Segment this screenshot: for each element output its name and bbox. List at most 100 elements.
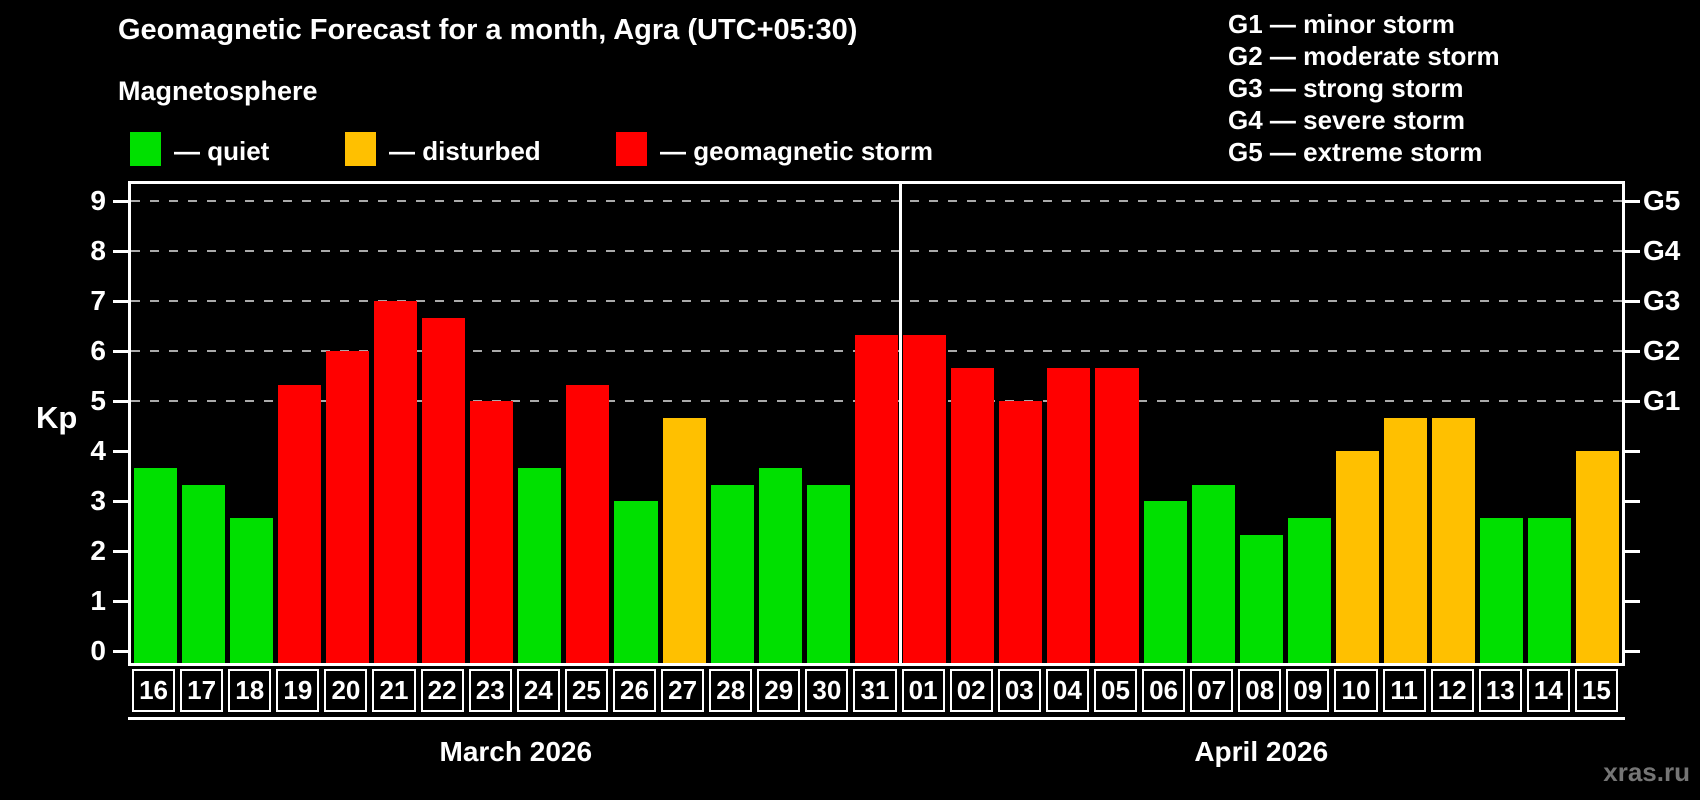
kp-bar-18 xyxy=(229,517,273,663)
kp-tick-right-6 xyxy=(1625,349,1640,353)
kp-tick-label-1: 1 xyxy=(90,585,106,616)
kp-tick-left-5 xyxy=(113,399,128,403)
date-box-28: 28 xyxy=(709,669,753,712)
kp-tick-left-8 xyxy=(113,249,128,253)
date-box-30: 30 xyxy=(805,669,849,712)
g-axis-label-g4: G4 xyxy=(1643,235,1681,266)
kp-tick-left-9 xyxy=(113,199,128,203)
date-box-15: 15 xyxy=(1574,669,1618,712)
kp-bar-11 xyxy=(1384,417,1428,663)
kp-bar-25 xyxy=(566,384,610,663)
g-axis-label-g5: G5 xyxy=(1643,185,1681,216)
kp-bar-04 xyxy=(1047,367,1091,663)
date-box-31: 31 xyxy=(853,669,897,712)
kp-tick-left-6 xyxy=(113,349,128,353)
kp-bar-24 xyxy=(518,467,562,663)
g-scale-legend: G1 — minor storm G2 — moderate storm G3 … xyxy=(1228,8,1500,168)
kp-bar-27 xyxy=(662,417,706,663)
kp-tick-label-5: 5 xyxy=(90,385,106,416)
date-box-29: 29 xyxy=(757,669,801,712)
date-box-08: 08 xyxy=(1238,669,1282,712)
date-box-09: 09 xyxy=(1286,669,1330,712)
kp-tick-right-3 xyxy=(1625,499,1640,503)
kp-tick-label-8: 8 xyxy=(90,235,106,266)
date-box-21: 21 xyxy=(372,669,416,712)
quiet-legend-label: — quiet xyxy=(174,136,270,166)
date-box-16: 16 xyxy=(132,669,176,712)
gridline-kp7 xyxy=(131,300,1622,302)
date-box-10: 10 xyxy=(1334,669,1378,712)
gridline-kp9 xyxy=(131,200,1622,202)
date-box-02: 02 xyxy=(949,669,993,712)
kp-tick-label-2: 2 xyxy=(90,535,106,566)
kp-tick-left-7 xyxy=(113,299,128,303)
page-title: Geomagnetic Forecast for a month, Agra (… xyxy=(118,14,858,46)
kp-bar-30 xyxy=(806,484,850,663)
date-box-03: 03 xyxy=(997,669,1041,712)
kp-tick-right-0 xyxy=(1625,649,1640,653)
watermark: xras.ru xyxy=(1603,757,1690,787)
date-box-22: 22 xyxy=(420,669,464,712)
kp-bar-21 xyxy=(373,301,418,663)
date-box-27: 27 xyxy=(661,669,705,712)
kp-bar-26 xyxy=(614,501,658,663)
date-box-20: 20 xyxy=(324,669,368,712)
kp-tick-right-2 xyxy=(1625,549,1640,553)
date-box-01: 01 xyxy=(901,669,945,712)
gridline-kp8 xyxy=(131,250,1622,252)
date-box-04: 04 xyxy=(1045,669,1089,712)
kp-bar-08 xyxy=(1239,534,1283,663)
date-box-13: 13 xyxy=(1478,669,1522,712)
kp-bar-02 xyxy=(951,367,995,663)
kp-bar-15 xyxy=(1576,451,1620,663)
g-axis-label-g3: G3 xyxy=(1643,285,1681,316)
date-box-06: 06 xyxy=(1142,669,1186,712)
kp-bar-10 xyxy=(1335,451,1379,663)
date-axis-bottom-rule xyxy=(128,717,1625,720)
date-box-07: 07 xyxy=(1190,669,1234,712)
date-box-18: 18 xyxy=(228,669,272,712)
g-axis-label-g2: G2 xyxy=(1643,335,1681,366)
disturbed-legend-swatch xyxy=(345,132,376,166)
date-box-19: 19 xyxy=(276,669,320,712)
kp-tick-label-6: 6 xyxy=(90,335,106,366)
kp-bar-01 xyxy=(903,334,947,663)
kp-tick-left-3 xyxy=(113,499,128,503)
magnetosphere-label: Magnetosphere xyxy=(118,76,318,106)
storm-legend-swatch xyxy=(616,132,647,166)
kp-bar-05 xyxy=(1095,367,1139,663)
kp-tick-label-9: 9 xyxy=(90,185,106,216)
disturbed-legend-label: — disturbed xyxy=(389,136,541,166)
kp-bar-09 xyxy=(1287,517,1331,663)
kp-tick-right-9 xyxy=(1625,199,1640,203)
date-box-12: 12 xyxy=(1430,669,1474,712)
date-box-24: 24 xyxy=(516,669,560,712)
month-separator xyxy=(899,184,903,663)
kp-tick-right-8 xyxy=(1625,249,1640,253)
date-box-05: 05 xyxy=(1093,669,1138,712)
g3-legend-line: G3 — strong storm xyxy=(1228,73,1464,103)
month-label-march: March 2026 xyxy=(439,736,593,767)
kp-axis-label: Kp xyxy=(36,400,78,435)
kp-bar-23 xyxy=(470,401,514,663)
date-box-14: 14 xyxy=(1526,669,1570,712)
kp-bar-03 xyxy=(999,401,1043,663)
kp-tick-right-4 xyxy=(1625,449,1640,453)
kp-bar-31 xyxy=(854,334,899,663)
kp-tick-label-4: 4 xyxy=(90,435,106,466)
kp-tick-right-7 xyxy=(1625,299,1640,303)
kp-bar-19 xyxy=(277,384,321,663)
g-axis-label-g1: G1 xyxy=(1643,385,1681,416)
plot-area xyxy=(128,181,1625,666)
kp-tick-left-4 xyxy=(113,449,128,453)
date-box-11: 11 xyxy=(1382,669,1426,712)
kp-tick-left-0 xyxy=(113,649,128,653)
quiet-legend-swatch xyxy=(130,132,161,166)
g5-legend-line: G5 — extreme storm xyxy=(1228,137,1483,167)
storm-legend-label: — geomagnetic storm xyxy=(660,136,934,166)
kp-bar-16 xyxy=(133,467,177,663)
g1-legend-line: G1 — minor storm xyxy=(1228,9,1455,39)
kp-tick-label-7: 7 xyxy=(90,285,106,316)
kp-tick-right-1 xyxy=(1625,599,1640,603)
